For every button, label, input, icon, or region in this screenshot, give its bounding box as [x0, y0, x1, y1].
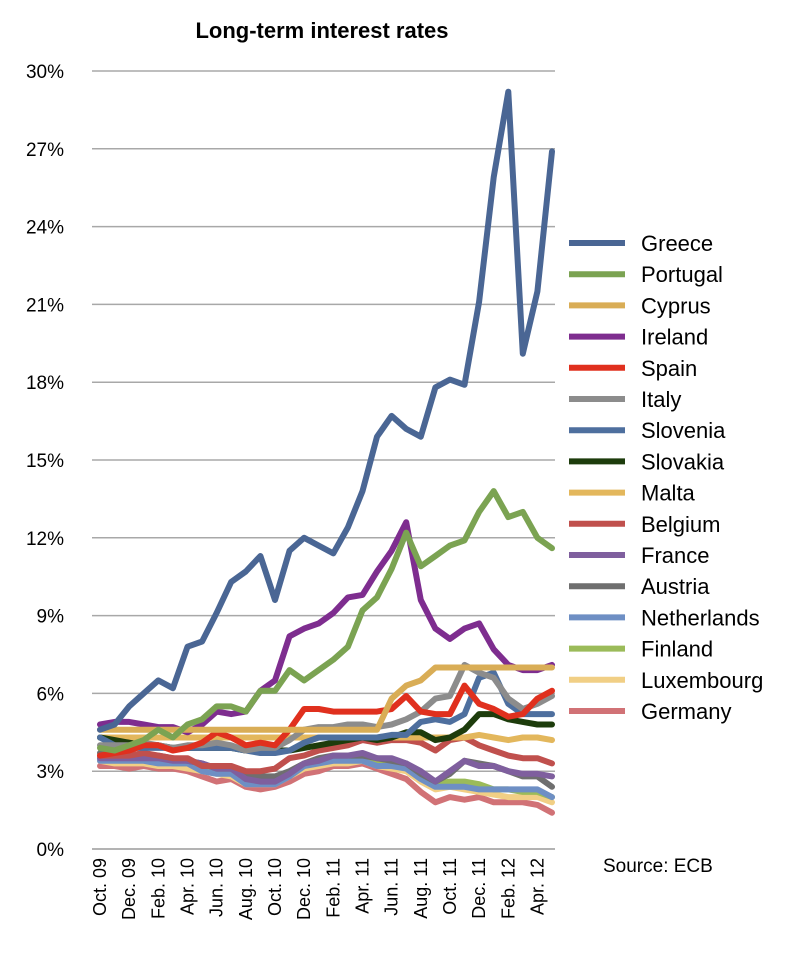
x-axis-ticks: Oct. 09 Dec. 09 Feb. 10 Apr. 10 Jun. 10 Aug. …	[90, 858, 547, 920]
chart-title: Long-term interest rates	[195, 18, 448, 43]
legend-label-austria: Austria	[641, 574, 710, 599]
x-tick-label: Apr. 10	[177, 858, 197, 915]
legend-label-spain: Spain	[641, 356, 697, 381]
x-tick-label: Oct. 10	[265, 858, 285, 916]
x-tick-label: Feb. 12	[498, 858, 518, 919]
legend-label-germany: Germany	[641, 699, 731, 724]
x-tick-label: Feb. 10	[148, 858, 168, 919]
legend-label-cyprus: Cyprus	[641, 293, 711, 318]
series-line-greece	[97, 88, 555, 733]
legend-label-france: France	[641, 543, 709, 568]
legend-label-belgium: Belgium	[641, 512, 720, 537]
y-tick-label: 21%	[26, 295, 64, 316]
x-tick-label: Dec. 09	[119, 858, 139, 920]
y-tick-label: 18%	[26, 373, 64, 394]
legend-label-finland: Finland	[641, 637, 713, 662]
series-line-ireland	[97, 519, 555, 736]
x-tick-label: Dec. 10	[294, 858, 314, 920]
series-line-spain	[97, 682, 555, 759]
legend-label-greece: Greece	[641, 231, 713, 256]
x-tick-label: Aug. 11	[411, 858, 431, 919]
y-tick-label: 30%	[26, 62, 64, 83]
x-tick-label: Dec. 11	[469, 858, 489, 919]
legend-label-luxembourg: Luxembourg	[641, 668, 763, 693]
y-tick-label: 6%	[37, 684, 65, 705]
y-tick-label: 9%	[37, 607, 65, 628]
legend-label-portugal: Portugal	[641, 262, 723, 287]
x-tick-label: Jun. 10	[207, 858, 227, 917]
legend-label-netherlands: Netherlands	[641, 605, 760, 630]
x-tick-label: Feb. 11	[323, 858, 343, 918]
source-note: Source: ECB	[603, 856, 713, 877]
y-tick-label: 15%	[26, 451, 64, 472]
y-tick-label: 12%	[26, 529, 64, 550]
series-line-cyprus	[97, 664, 555, 733]
legend-label-slovakia: Slovakia	[641, 449, 725, 474]
x-tick-label: Aug. 10	[236, 858, 256, 920]
x-tick-label: Oct. 11	[440, 858, 460, 915]
y-tick-label: 24%	[26, 218, 64, 239]
legend: Greece Portugal Cyprus Ireland Spain Italy Slo…	[569, 231, 763, 724]
series-line-belgium	[97, 734, 555, 775]
y-tick-label: 0%	[37, 840, 65, 861]
series-lines	[97, 88, 555, 816]
legend-label-ireland: Ireland	[641, 325, 708, 350]
y-axis-ticks: 0% 3% 6% 9% 12% 15% 18% 21% 24% 27% 30%	[26, 62, 64, 861]
x-tick-label: Jun. 11	[382, 858, 402, 916]
legend-label-malta: Malta	[641, 481, 696, 506]
y-tick-label: 27%	[26, 140, 64, 161]
x-tick-label: Apr. 11	[352, 858, 372, 914]
legend-label-italy: Italy	[641, 387, 681, 412]
y-tick-label: 3%	[37, 762, 65, 783]
legend-label-slovenia: Slovenia	[641, 418, 726, 443]
x-tick-label: Oct. 09	[90, 858, 110, 916]
x-tick-label: Apr. 12	[527, 858, 547, 915]
series-line-portugal	[97, 488, 555, 754]
